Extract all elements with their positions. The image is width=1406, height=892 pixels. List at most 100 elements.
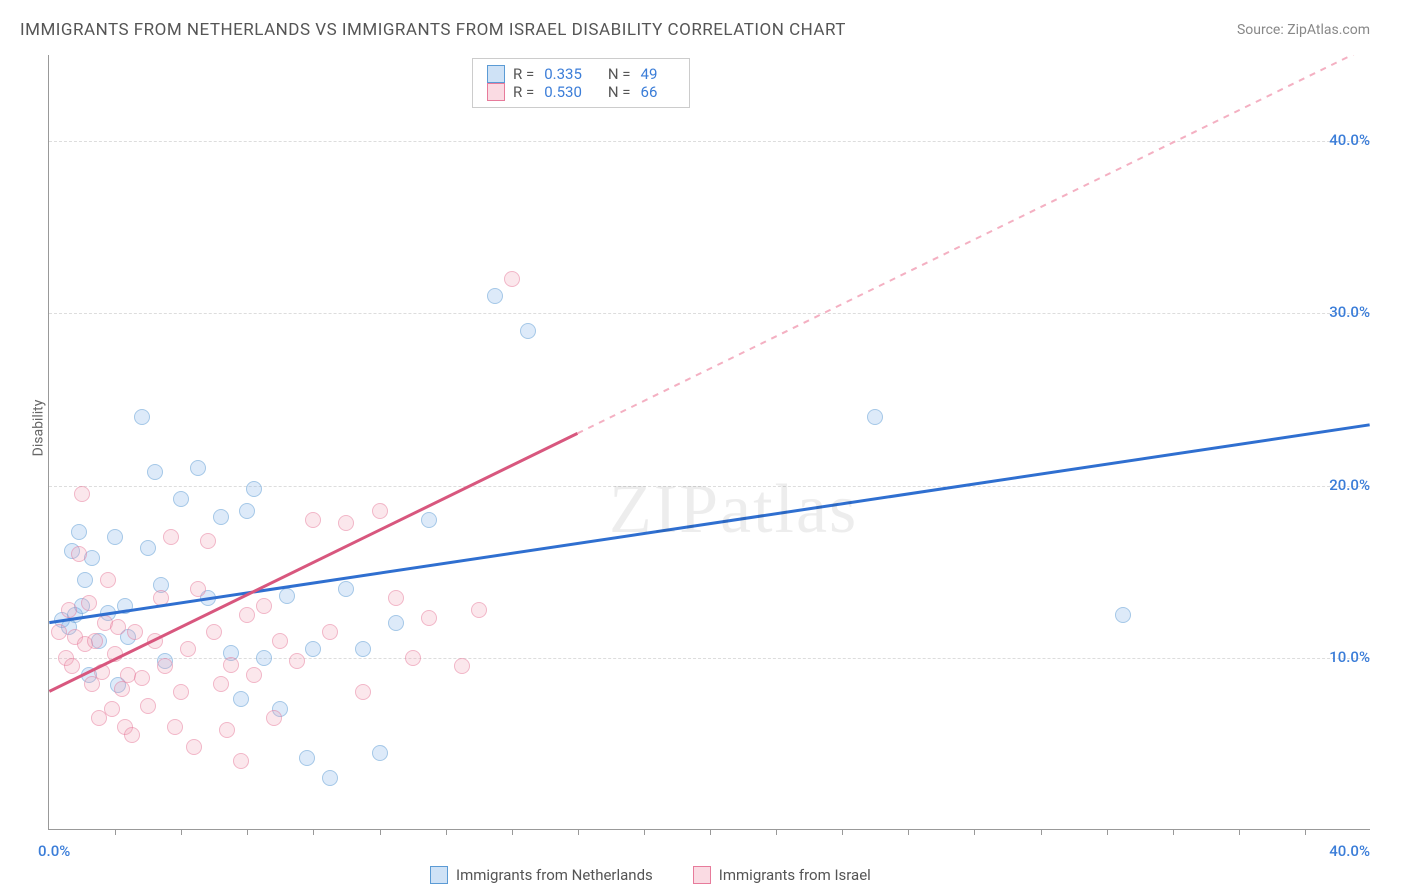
x-tick (446, 829, 447, 835)
x-tick (247, 829, 248, 835)
chart-title: IMMIGRANTS FROM NETHERLANDS VS IMMIGRANT… (20, 20, 846, 40)
scatter-point (223, 657, 239, 673)
legend-row-netherlands: R = 0.335 N = 49 (487, 65, 675, 83)
scatter-point (372, 745, 388, 761)
r-value-netherlands: 0.335 (544, 65, 582, 83)
scatter-point (134, 670, 150, 686)
gridline (49, 141, 1370, 142)
scatter-point (289, 653, 305, 669)
scatter-point (305, 641, 321, 657)
r-label: R = (513, 83, 534, 101)
scatter-point (94, 664, 110, 680)
scatter-point (186, 739, 202, 755)
x-tick (1107, 829, 1108, 835)
scatter-point (219, 722, 235, 738)
scatter-point (51, 624, 67, 640)
scatter-point (77, 572, 93, 588)
x-tick (512, 829, 513, 835)
legend-item-israel: Immigrants from Israel (693, 866, 871, 884)
scatter-point (107, 646, 123, 662)
x-tick (578, 829, 579, 835)
x-tick (776, 829, 777, 835)
scatter-point (256, 598, 272, 614)
scatter-point (153, 590, 169, 606)
scatter-point (74, 486, 90, 502)
x-tick (1305, 829, 1306, 835)
scatter-point (163, 529, 179, 545)
correlation-legend: R = 0.335 N = 49 R = 0.530 N = 66 (472, 58, 690, 108)
r-value-israel: 0.530 (544, 83, 582, 101)
scatter-point (190, 581, 206, 597)
x-tick (842, 829, 843, 835)
plot-area: ZIPatlas (48, 55, 1370, 830)
scatter-point (279, 588, 295, 604)
scatter-point (233, 753, 249, 769)
x-tick (644, 829, 645, 835)
scatter-point (388, 615, 404, 631)
scatter-point (140, 540, 156, 556)
swatch-israel-icon (693, 866, 711, 884)
source-label: Source: ZipAtlas.com (1237, 22, 1370, 38)
scatter-point (256, 650, 272, 666)
x-min-label: 0.0% (38, 842, 70, 860)
trend-line (49, 425, 1369, 623)
gridline (49, 313, 1370, 314)
scatter-point (487, 288, 503, 304)
x-max-label: 40.0% (1329, 842, 1370, 860)
scatter-point (213, 676, 229, 692)
series-legend: Immigrants from Netherlands Immigrants f… (430, 866, 871, 884)
scatter-point (124, 727, 140, 743)
x-tick (115, 829, 116, 835)
scatter-point (405, 650, 421, 666)
scatter-point (71, 524, 87, 540)
x-tick (710, 829, 711, 835)
n-label: N = (608, 65, 631, 83)
scatter-point (140, 698, 156, 714)
x-tick (974, 829, 975, 835)
scatter-point (504, 271, 520, 287)
scatter-point (200, 533, 216, 549)
scatter-point (388, 590, 404, 606)
scatter-point (180, 641, 196, 657)
trend-line (577, 55, 1369, 433)
legend-label-israel: Immigrants from Israel (719, 866, 871, 884)
scatter-point (272, 633, 288, 649)
scatter-point (471, 602, 487, 618)
scatter-point (104, 701, 120, 717)
scatter-point (213, 509, 229, 525)
legend-item-netherlands: Immigrants from Netherlands (430, 866, 653, 884)
scatter-point (239, 503, 255, 519)
scatter-point (173, 491, 189, 507)
scatter-point (266, 710, 282, 726)
n-value-netherlands: 49 (641, 65, 658, 83)
scatter-point (867, 409, 883, 425)
x-tick (1173, 829, 1174, 835)
scatter-point (114, 681, 130, 697)
scatter-point (305, 512, 321, 528)
scatter-point (355, 684, 371, 700)
scatter-point (322, 624, 338, 640)
y-axis-label: Disability (30, 400, 46, 457)
scatter-point (147, 633, 163, 649)
scatter-point (167, 719, 183, 735)
scatter-point (338, 581, 354, 597)
scatter-point (157, 658, 173, 674)
x-tick (908, 829, 909, 835)
scatter-point (299, 750, 315, 766)
trendlines (49, 55, 1370, 829)
n-label: N = (608, 83, 631, 101)
scatter-point (355, 641, 371, 657)
scatter-point (61, 602, 77, 618)
scatter-point (338, 515, 354, 531)
scatter-point (100, 572, 116, 588)
scatter-point (1115, 607, 1131, 623)
scatter-point (64, 658, 80, 674)
x-tick (313, 829, 314, 835)
gridline (49, 658, 1370, 659)
scatter-point (147, 464, 163, 480)
scatter-point (520, 323, 536, 339)
scatter-point (454, 658, 470, 674)
swatch-netherlands (487, 65, 505, 83)
n-value-israel: 66 (641, 83, 658, 101)
x-tick (181, 829, 182, 835)
